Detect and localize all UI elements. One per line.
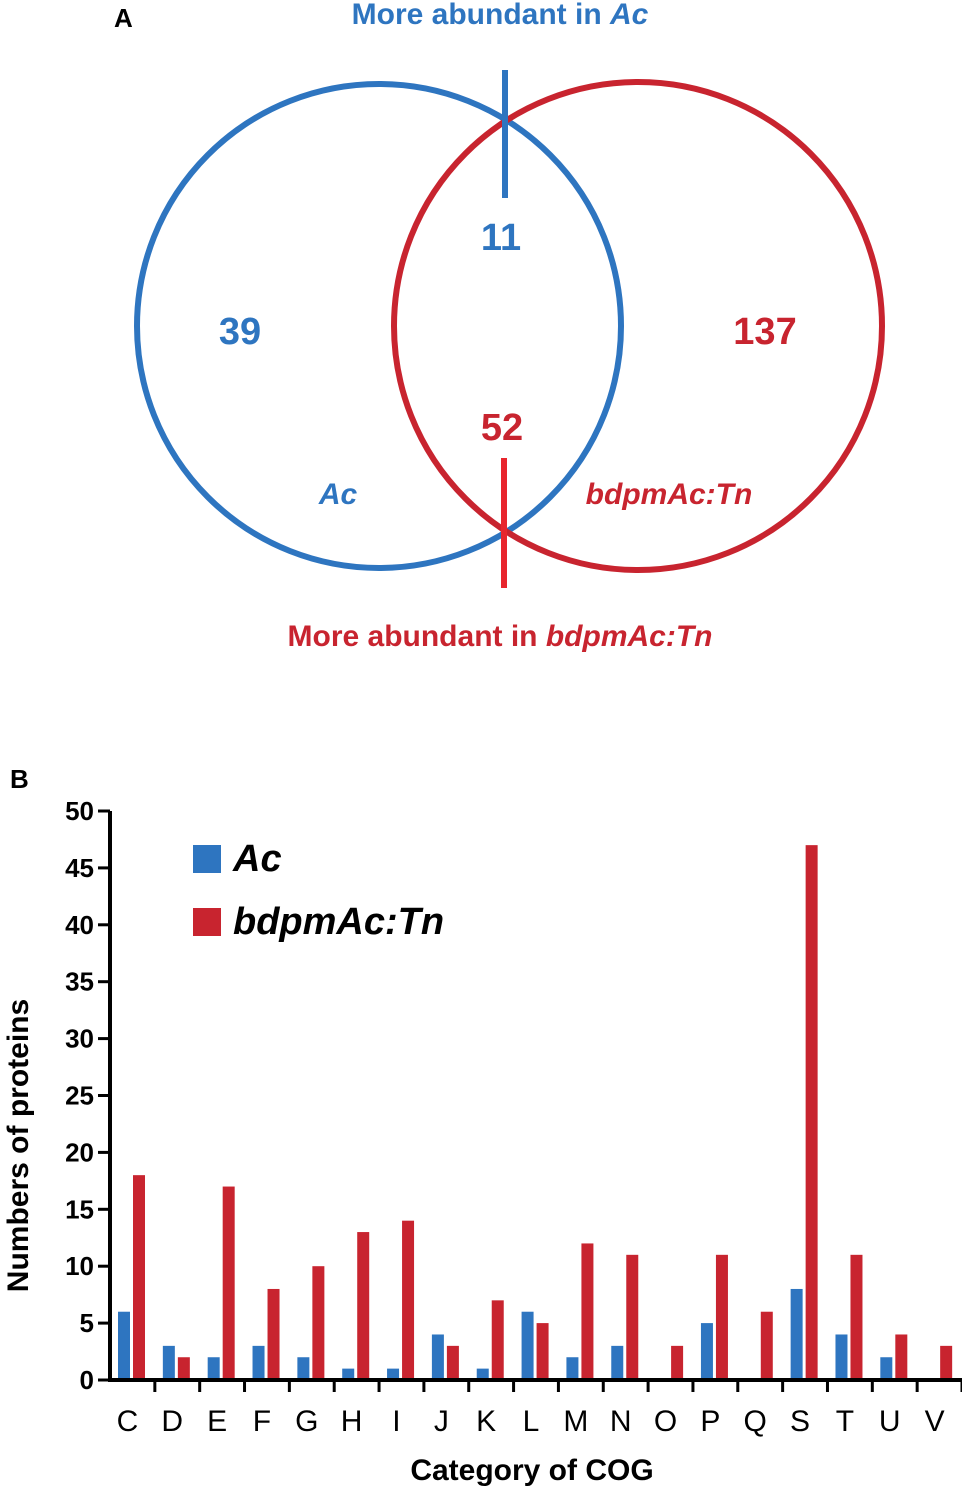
venn-top-title: More abundant in Ac (352, 0, 649, 31)
venn-bottom-title-prefix: More abundant in (288, 620, 546, 653)
x-tick-label: Q (744, 1405, 767, 1438)
panel-b-label: B (10, 764, 29, 794)
bar-ac (431, 1334, 444, 1380)
x-tick-label: F (253, 1405, 271, 1438)
panel-a-label: A (114, 3, 133, 33)
venn-count-ac-only: 39 (219, 311, 261, 353)
x-tick-label: S (790, 1405, 810, 1438)
bars (118, 845, 953, 1380)
x-tick-label: G (295, 1405, 318, 1438)
bar-bdpmac-tn (895, 1334, 908, 1380)
x-tick-label: O (654, 1405, 677, 1438)
panel-a: A More abundant in Ac 39 11 52 137 Ac bd… (114, 0, 885, 653)
bar-bdpmac-tn (671, 1345, 684, 1380)
legend-label: bdpmAc:Tn (233, 901, 444, 943)
bar-ac (342, 1368, 355, 1380)
y-tick-label: 35 (65, 967, 94, 997)
bar-bdpmac-tn (402, 1220, 415, 1380)
x-tick-label: U (879, 1405, 901, 1438)
legend-label: Ac (232, 838, 282, 880)
y-axis-title: Numbers of proteins (2, 999, 35, 1292)
bar-ac (611, 1345, 624, 1380)
x-tick-label: T (836, 1405, 854, 1438)
x-tick-label: I (392, 1405, 400, 1438)
y-tick-label: 10 (65, 1251, 94, 1281)
x-tick-label: N (610, 1405, 632, 1438)
venn-label-ac: Ac (318, 478, 358, 511)
bar-ac (521, 1311, 534, 1380)
bar-ac (880, 1357, 893, 1380)
bar-ac (162, 1345, 175, 1380)
bar-bdpmac-tn (133, 1175, 145, 1380)
bar-bdpmac-tn (581, 1243, 594, 1380)
x-tick-label: K (476, 1405, 496, 1438)
legend-swatch (193, 845, 221, 873)
bar-bdpmac-tn (536, 1323, 549, 1380)
bar-bdpmac-tn (715, 1254, 728, 1380)
y-tick-label: 15 (65, 1194, 94, 1224)
x-tick-label: H (341, 1405, 363, 1438)
venn-count-intersection-bottom: 52 (481, 407, 523, 449)
x-tick-label: P (700, 1405, 720, 1438)
y-axis-ticks: 0 5 10 15 20 25 30 35 40 45 50 (65, 796, 110, 1395)
x-tick-label: V (925, 1405, 945, 1438)
x-tick-label: C (117, 1405, 139, 1438)
venn-count-intersection-top: 11 (481, 217, 521, 259)
y-tick-label: 25 (65, 1081, 94, 1111)
x-axis-title: Category of COG (410, 1454, 653, 1487)
venn-top-title-prefix: More abundant in (352, 0, 610, 31)
bar-ac (566, 1357, 579, 1380)
y-tick-label: 20 (65, 1137, 94, 1167)
bar-ac (835, 1334, 848, 1380)
bar-bdpmac-tn (940, 1345, 953, 1380)
y-tick-label: 30 (65, 1024, 94, 1054)
bar-ac (790, 1288, 803, 1380)
bar-bdpmac-tn (626, 1254, 639, 1380)
venn-label-tn: bdpmAc:Tn (586, 478, 753, 511)
bar-ac (700, 1323, 713, 1380)
venn-bottom-title: More abundant in bdpmAc:Tn (288, 620, 713, 653)
bar-bdpmac-tn (312, 1266, 325, 1380)
x-tick-label: L (523, 1405, 540, 1438)
legend-swatch (193, 908, 221, 936)
y-tick-label: 50 (65, 796, 94, 826)
bar-bdpmac-tn (267, 1288, 280, 1380)
y-tick-label: 0 (80, 1365, 94, 1395)
y-tick-label: 5 (80, 1308, 94, 1338)
bar-bdpmac-tn (850, 1254, 863, 1380)
bar-ac (297, 1357, 310, 1380)
bar-bdpmac-tn (222, 1186, 235, 1380)
venn-bottom-title-italic: bdpmAc:Tn (546, 620, 713, 653)
bar-bdpmac-tn (446, 1345, 459, 1380)
bar-ac (476, 1368, 489, 1380)
x-tick-label: E (207, 1405, 227, 1438)
bar-ac (252, 1345, 265, 1380)
bar-ac (387, 1368, 400, 1380)
venn-circle-ac (134, 81, 624, 571)
x-tick-label: M (563, 1405, 588, 1438)
bar-ac (207, 1357, 220, 1380)
bar-bdpmac-tn (760, 1311, 773, 1380)
x-tick-label: J (434, 1405, 449, 1438)
venn-circle-tn (391, 79, 885, 573)
venn-count-tn-only: 137 (733, 311, 796, 353)
bar-bdpmac-tn (177, 1357, 190, 1380)
bar-ac (118, 1311, 130, 1380)
y-tick-label: 40 (65, 910, 94, 940)
venn-top-title-italic: Ac (609, 0, 649, 31)
x-tick-label: D (161, 1405, 183, 1438)
bar-bdpmac-tn (357, 1232, 370, 1380)
legend: Ac bdpmAc:Tn (193, 838, 444, 943)
bar-bdpmac-tn (491, 1300, 504, 1380)
y-tick-label: 45 (65, 853, 94, 883)
bar-bdpmac-tn (805, 845, 818, 1380)
